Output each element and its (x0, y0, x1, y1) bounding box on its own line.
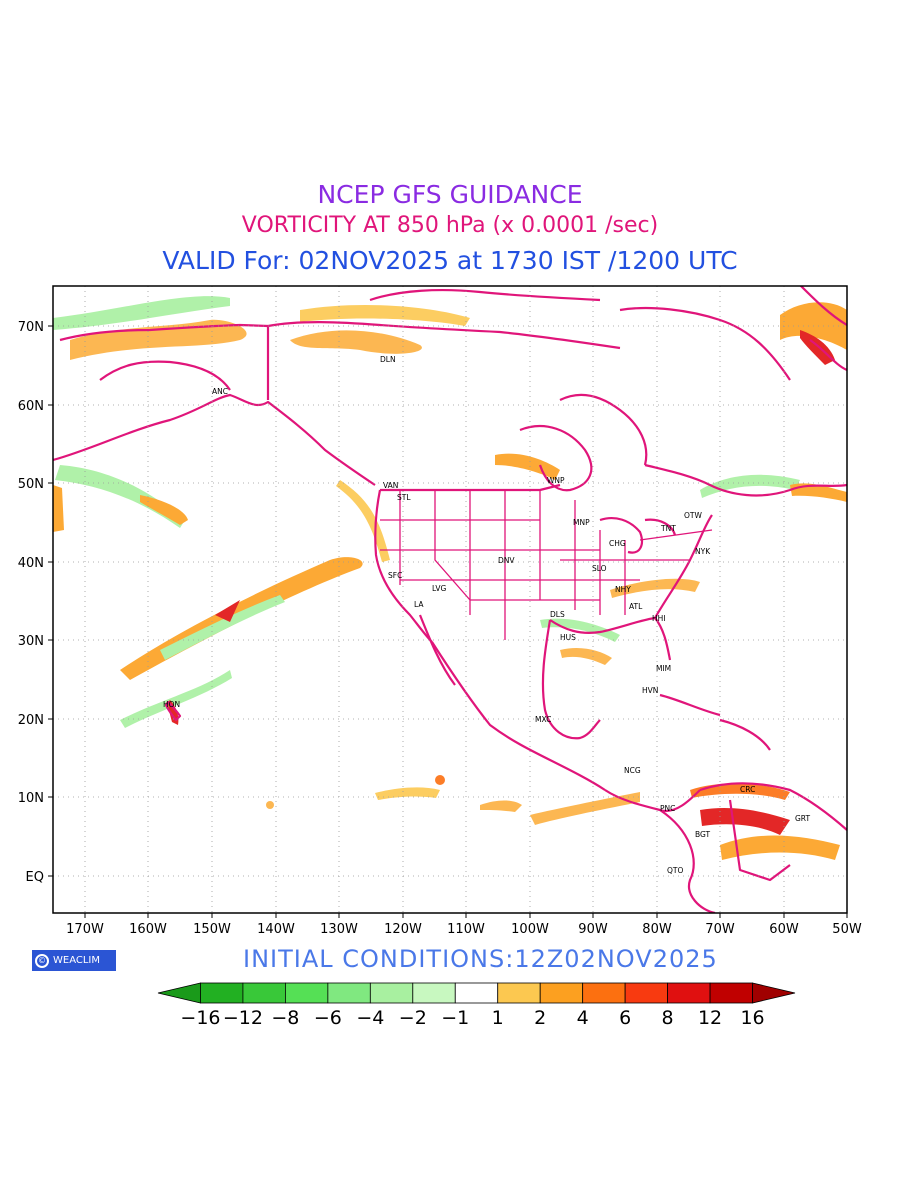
colorbar-segment (582, 982, 626, 1004)
city-label: NCG (624, 766, 641, 775)
lon-label: 170W (66, 922, 104, 937)
lat-label: 20N (18, 713, 44, 728)
city-label: STL (397, 493, 411, 502)
lat-label: 60N (18, 399, 44, 414)
lat-label: 50N (18, 477, 44, 492)
lon-label: 120W (384, 922, 422, 937)
colorbar-label: 1 (492, 1007, 504, 1029)
colorbar-label: 16 (740, 1007, 764, 1029)
city-label: QTO (667, 866, 683, 875)
city-label: BGT (695, 830, 711, 839)
city-label: DNV (498, 556, 515, 565)
state-borders (380, 490, 713, 640)
colorbar-label: −1 (441, 1007, 469, 1029)
lon-label: 80W (642, 922, 672, 937)
city-label: MXC (535, 715, 551, 724)
city-label: TNT (660, 524, 676, 533)
city-label: NYK (695, 547, 711, 556)
lon-label: 160W (129, 922, 167, 937)
initial-conditions: INITIAL CONDITIONS:12Z02NOV2025 (243, 945, 718, 973)
chart-subtitle: VORTICITY AT 850 hPa (x 0.0001 /sec) (241, 213, 659, 238)
colorbar-label: 4 (577, 1007, 589, 1029)
colorbar-segment (454, 982, 499, 1004)
city-label: HON (163, 700, 180, 709)
colorbar-segment (667, 982, 711, 1004)
colorbar-segment (369, 982, 414, 1004)
colorbar: −16 −12 −8 −6 −4 −2 −1 1 2 4 6 8 12 16 (157, 982, 796, 1029)
colorbar-segment (242, 982, 286, 1004)
city-label: CHG (609, 539, 626, 548)
lat-label: 30N (18, 634, 44, 649)
city-label: DLS (550, 610, 565, 619)
city-label: HVN (642, 686, 658, 695)
lon-label: 50W (832, 922, 862, 937)
vorticity-map: 70N 60N 50N 40N 30N 20N 10N EQ 170W 160W… (0, 270, 900, 970)
city-label: SFC (388, 571, 402, 580)
city-label: ANC (212, 387, 228, 396)
colorbar-label: −8 (271, 1007, 299, 1029)
lat-label: 10N (18, 791, 44, 806)
colorbar-segment (497, 982, 541, 1004)
colorbar-label: 2 (534, 1007, 546, 1029)
lon-label: 90W (578, 922, 608, 937)
lon-label: 140W (257, 922, 295, 937)
lon-label: 60W (769, 922, 799, 937)
colorbar-segment (157, 982, 201, 1004)
lon-label: 100W (511, 922, 549, 937)
colorbar-label: −4 (356, 1007, 384, 1029)
colorbar-label: 6 (619, 1007, 631, 1029)
lat-label: 70N (18, 320, 44, 335)
lon-label: 130W (320, 922, 358, 937)
map-frame (52, 285, 848, 914)
city-labels: DLN ANC VAN STL WNP OTW MNP TNT CHG NYK … (163, 355, 810, 875)
coastlines (53, 286, 847, 913)
city-label: HHI (652, 614, 666, 623)
colorbar-label: 8 (662, 1007, 674, 1029)
colorbar-segment (200, 982, 244, 1004)
city-label: NHY (615, 585, 631, 594)
lon-label: 110W (447, 922, 485, 937)
colorbar-segment (327, 982, 371, 1004)
city-label: CRC (740, 785, 755, 794)
city-label: WNP (547, 476, 565, 485)
colorbar-label: −12 (223, 1007, 263, 1029)
lon-label: 150W (193, 922, 231, 937)
colorbar-label: −16 (180, 1007, 220, 1029)
weaclim-logo: © WEACLIM (32, 950, 116, 971)
city-label: LVG (432, 584, 446, 593)
colorbar-label: 12 (698, 1007, 722, 1029)
city-label: MIM (656, 664, 671, 673)
colorbar-segment (752, 982, 796, 1004)
city-label: VAN (383, 481, 398, 490)
city-label: DLN (380, 355, 396, 364)
colorbar-label: −6 (314, 1007, 342, 1029)
city-label: LA (414, 600, 424, 609)
city-label: SLO (592, 564, 607, 573)
colorbar-segment (284, 982, 329, 1004)
lon-label: 70W (705, 922, 735, 937)
colorbar-segment (539, 982, 584, 1004)
colorbar-segment (709, 982, 753, 1004)
city-label: PNC (660, 804, 675, 813)
city-label: HUS (560, 633, 576, 642)
city-label: OTW (684, 511, 702, 520)
lat-label: EQ (26, 870, 44, 885)
copyright-circle-icon: © (35, 953, 49, 968)
logo-text: WEACLIM (53, 955, 101, 966)
city-label: ATL (629, 602, 643, 611)
city-label: GRT (795, 814, 810, 823)
vorticity-field (53, 296, 847, 860)
lat-label: 40N (18, 556, 44, 571)
colorbar-segment (412, 982, 456, 1004)
city-label: MNP (573, 518, 590, 527)
colorbar-segment (624, 982, 669, 1004)
colorbar-label: −2 (399, 1007, 427, 1029)
chart-title: NCEP GFS GUIDANCE (317, 180, 583, 209)
valid-time: VALID For: 02NOV2025 at 1730 IST /1200 U… (162, 246, 738, 275)
